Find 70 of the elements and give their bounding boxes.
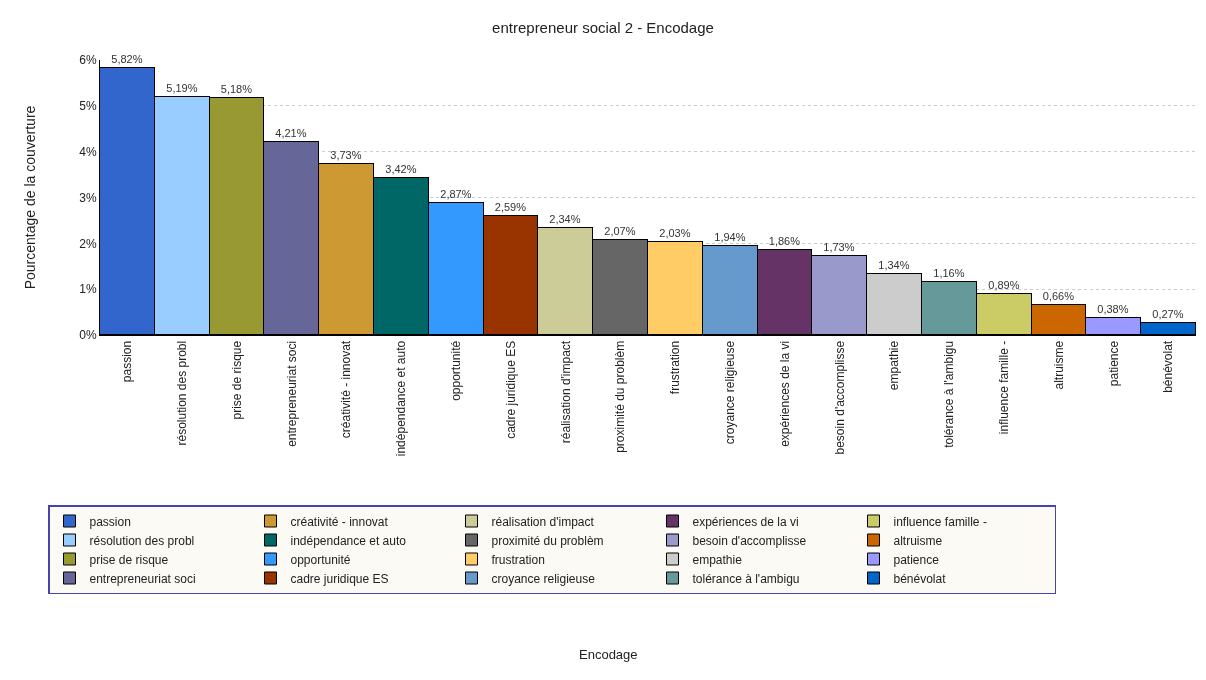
x-tick-label: bénévolat [1161,340,1176,393]
data-label: 4,21% [275,126,307,139]
legend-label: résolution des probl [89,533,195,548]
legend-label: besoin d'accomplisse [692,533,807,548]
data-label: 5,19% [166,81,198,94]
y-tick-label: 6% [79,53,97,68]
x-tick-label: indépendance et auto [394,340,409,457]
legend-label: frustration [491,552,545,567]
x-tick-label: tolérance à l'ambigu [942,340,957,448]
data-label: 2,87% [440,187,472,200]
data-label: 1,86% [768,234,801,247]
y-tick-label: 1% [79,282,97,297]
x-tick-label: prise de risque [229,340,244,420]
data-label: 5,82% [111,52,143,65]
data-label: 2,03% [659,226,691,239]
x-tick-label: cadre juridique ES [503,340,518,439]
legend-label: indépendance et auto [290,533,407,548]
x-tick-label: résolution des probl [175,340,190,446]
data-label: 2,59% [494,200,527,213]
legend-label: bénévolat [893,571,947,586]
legend-label: empathie [692,552,743,567]
x-tick-label: créativité - innovat [339,340,354,439]
chart-title: entrepreneur social 2 - Encodage [492,18,714,36]
legend-label: influence famille - [893,514,987,529]
data-label: 5,18% [220,82,253,95]
x-tick-label: empathie [887,340,902,391]
data-label: 0,27% [1152,307,1184,320]
legend-label: cadre juridique ES [290,571,389,586]
x-tick-label: influence famille - [997,340,1012,435]
x-tick-label: proximité du problèm [613,340,628,453]
x-tick-label: entrepreneuriat soci [284,340,299,447]
y-tick-label: 3% [79,190,97,205]
data-label: 3,73% [330,148,362,161]
x-tick-label: réalisation d'impact [558,340,573,444]
x-tick-label: patience [1106,340,1121,387]
y-axis-title: Pourcentage de la couverture [21,105,38,290]
data-label: 1,16% [933,266,965,279]
y-tick-label: 4% [79,144,97,159]
x-tick-label: frustration [668,340,683,395]
data-label: 2,07% [604,224,636,237]
legend-label: prise de risque [89,552,169,567]
y-tick-label: 5% [79,99,97,114]
x-tick-label: expériences de la vi [777,340,792,447]
data-label: 2,34% [549,212,581,225]
data-label: 1,73% [823,240,855,253]
legend-label: opportunité [290,552,351,567]
legend-label: passion [89,514,131,529]
legend-label: expériences de la vi [692,514,799,529]
y-tick-label: 2% [79,236,97,251]
legend-label: croyance religieuse [491,571,596,586]
legend-label: entrepreneuriat soci [89,571,196,586]
x-tick-label: opportunité [449,340,464,401]
legend-label: créativité - innovat [290,514,389,529]
legend-label: patience [893,552,940,567]
legend-label: réalisation d'impact [491,514,595,529]
data-label: 0,66% [1042,289,1075,302]
x-tick-label: passion [120,340,135,383]
data-label: 3,42% [385,162,417,175]
legend-label: tolérance à l'ambigu [692,571,800,586]
legend-label: proximité du problèm [491,533,604,548]
x-tick-label: altruisme [1051,340,1066,390]
data-label: 1,34% [878,258,910,271]
text: Encodage [579,647,638,662]
x-tick-label: besoin d'accomplisse [832,340,847,455]
y-tick-label: 0% [79,328,97,343]
data-label: 0,89% [988,278,1020,291]
legend-label: altruisme [893,533,943,548]
data-label: 0,38% [1097,302,1129,315]
data-label: 1,94% [714,230,746,243]
x-tick-label: croyance religieuse [723,340,738,445]
